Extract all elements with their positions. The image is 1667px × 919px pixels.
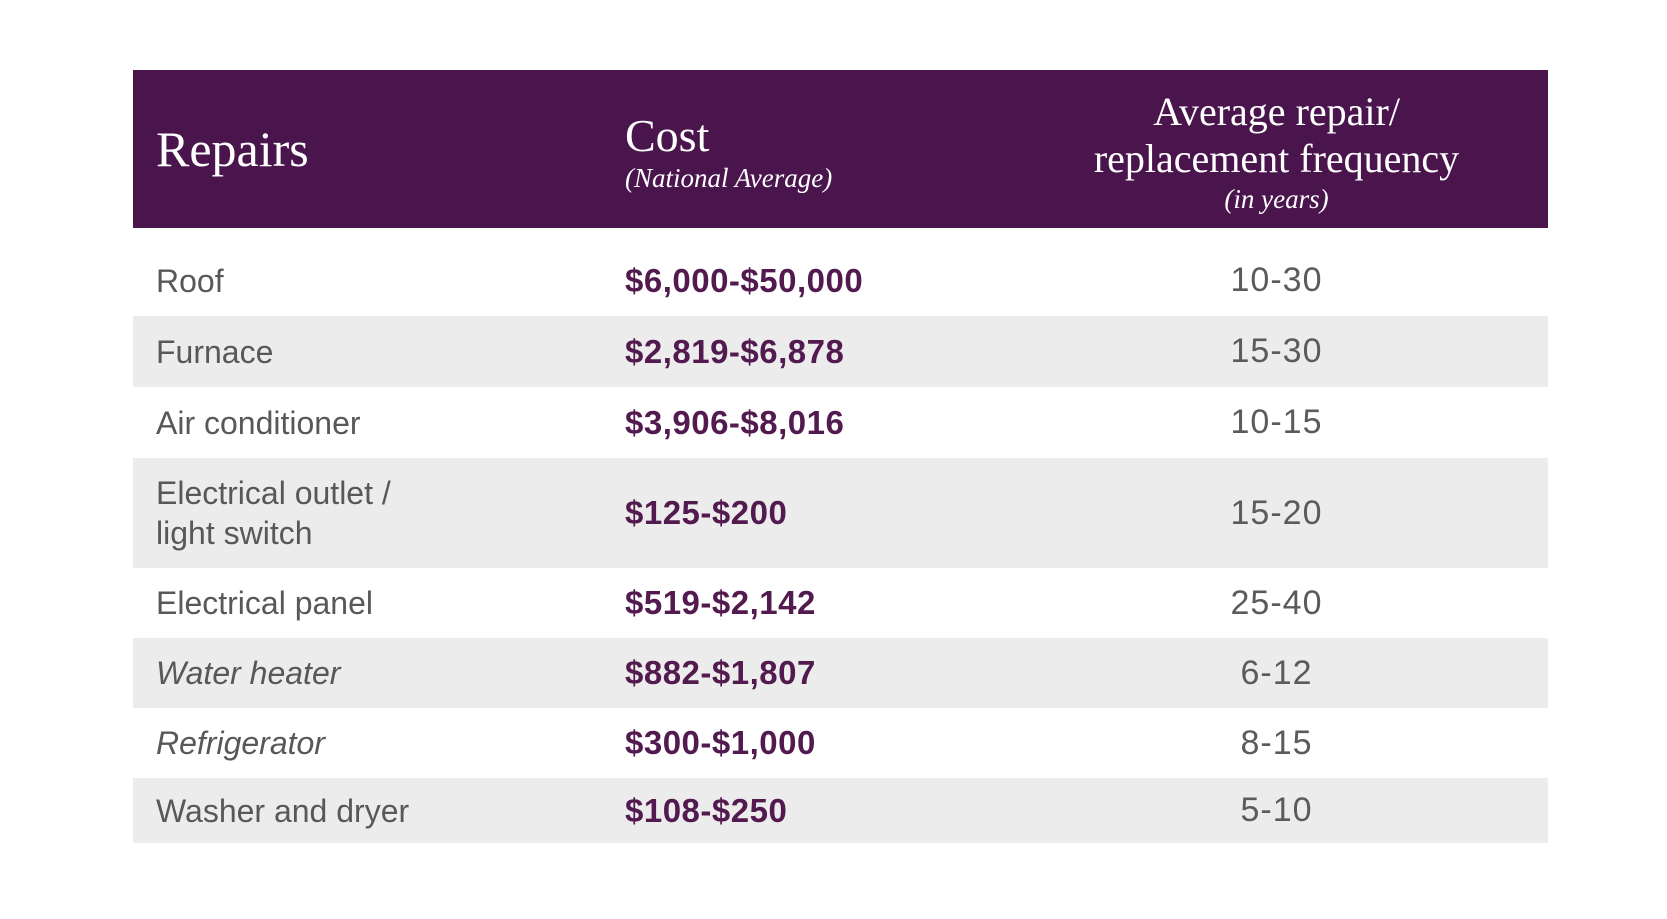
frequency-cell: 10-30 bbox=[1005, 245, 1548, 316]
cost-cell: $6,000-$50,000 bbox=[625, 245, 1005, 316]
table-row-electrical-outlet: Electrical outlet / light switch $125-$2… bbox=[133, 458, 1548, 568]
cost-value: $300-$1,000 bbox=[625, 724, 816, 761]
header-body-gap bbox=[133, 228, 1548, 245]
frequency-cell: 15-20 bbox=[1005, 458, 1548, 568]
header-cell-frequency: Average repair/ replacement frequency (i… bbox=[1005, 70, 1548, 228]
cost-cell: $300-$1,000 bbox=[625, 708, 1005, 778]
repair-name: Water heater bbox=[156, 655, 341, 691]
header-cost-subtitle: (National Average) bbox=[625, 163, 833, 193]
cost-value: $108-$250 bbox=[625, 791, 788, 829]
table-row-furnace: Furnace $2,819-$6,878 15-30 bbox=[133, 316, 1548, 387]
cost-cell: $3,906-$8,016 bbox=[625, 387, 1005, 458]
cost-value: $6,000-$50,000 bbox=[625, 261, 864, 299]
table-row-roof: Roof $6,000-$50,000 10-30 bbox=[133, 245, 1548, 316]
table-header-row: Repairs Cost (National Average) Average … bbox=[133, 70, 1548, 228]
repair-name: Roof bbox=[156, 262, 224, 299]
frequency-cell: 6-12 bbox=[1005, 638, 1548, 708]
frequency-value: 10-15 bbox=[1230, 403, 1323, 441]
frequency-cell: 8-15 bbox=[1005, 708, 1548, 778]
frequency-cell: 25-40 bbox=[1005, 568, 1548, 638]
repair-name: Furnace bbox=[156, 333, 274, 370]
frequency-value: 25-40 bbox=[1230, 583, 1323, 622]
cost-cell: $2,819-$6,878 bbox=[625, 316, 1005, 387]
cost-value: $125-$200 bbox=[625, 494, 788, 531]
frequency-cell: 10-15 bbox=[1005, 387, 1548, 458]
repair-name-line1: Electrical outlet / bbox=[156, 475, 391, 511]
repair-name-cell: Washer and dryer bbox=[133, 778, 625, 843]
cost-cell: $882-$1,807 bbox=[625, 638, 1005, 708]
repair-name-cell: Electrical outlet / light switch bbox=[133, 458, 625, 568]
repair-name-cell: Electrical panel bbox=[133, 568, 625, 638]
header-frequency-label-line1: Average repair/ bbox=[1153, 89, 1400, 134]
repair-name: Air conditioner bbox=[156, 404, 361, 441]
repair-name-cell: Air conditioner bbox=[133, 387, 625, 458]
header-frequency-label-line2: replacement frequency bbox=[1093, 136, 1460, 181]
cost-value: $519-$2,142 bbox=[625, 584, 816, 621]
table-row-water-heater: Water heater $882-$1,807 6-12 bbox=[133, 638, 1548, 708]
header-cell-repairs: Repairs bbox=[133, 70, 625, 228]
frequency-cell: 15-30 bbox=[1005, 316, 1548, 387]
cost-value: $2,819-$6,878 bbox=[625, 332, 845, 370]
frequency-value: 10-30 bbox=[1230, 261, 1323, 299]
table-row-washer-dryer: Washer and dryer $108-$250 5-10 bbox=[133, 778, 1548, 843]
frequency-value: 5-10 bbox=[1240, 791, 1313, 829]
frequency-value: 15-30 bbox=[1230, 332, 1323, 370]
repair-name-cell: Water heater bbox=[133, 638, 625, 708]
repair-cost-table: Repairs Cost (National Average) Average … bbox=[133, 70, 1548, 843]
header-cell-cost: Cost (National Average) bbox=[625, 70, 1005, 228]
repair-name-cell: Roof bbox=[133, 245, 625, 316]
table-row-air-conditioner: Air conditioner $3,906-$8,016 10-15 bbox=[133, 387, 1548, 458]
header-cost-label: Cost bbox=[625, 110, 710, 161]
header-frequency-subtitle: (in years) bbox=[1224, 184, 1329, 214]
repair-name: Refrigerator bbox=[156, 725, 325, 761]
cost-cell: $108-$250 bbox=[625, 778, 1005, 843]
repair-name-line2: light switch bbox=[156, 515, 313, 551]
frequency-value: 15-20 bbox=[1230, 493, 1323, 532]
cost-value: $882-$1,807 bbox=[625, 654, 816, 691]
repair-name-cell: Furnace bbox=[133, 316, 625, 387]
frequency-value: 8-15 bbox=[1240, 723, 1313, 762]
repair-name: Electrical panel bbox=[156, 585, 373, 621]
repair-name-cell: Refrigerator bbox=[133, 708, 625, 778]
table-row-refrigerator: Refrigerator $300-$1,000 8-15 bbox=[133, 708, 1548, 778]
table-row-electrical-panel: Electrical panel $519-$2,142 25-40 bbox=[133, 568, 1548, 638]
frequency-cell: 5-10 bbox=[1005, 778, 1548, 843]
cost-cell: $125-$200 bbox=[625, 458, 1005, 568]
repair-name: Washer and dryer bbox=[156, 792, 410, 829]
cost-value: $3,906-$8,016 bbox=[625, 403, 845, 441]
frequency-value: 6-12 bbox=[1240, 653, 1313, 692]
header-repairs-label: Repairs bbox=[156, 121, 309, 177]
cost-cell: $519-$2,142 bbox=[625, 568, 1005, 638]
